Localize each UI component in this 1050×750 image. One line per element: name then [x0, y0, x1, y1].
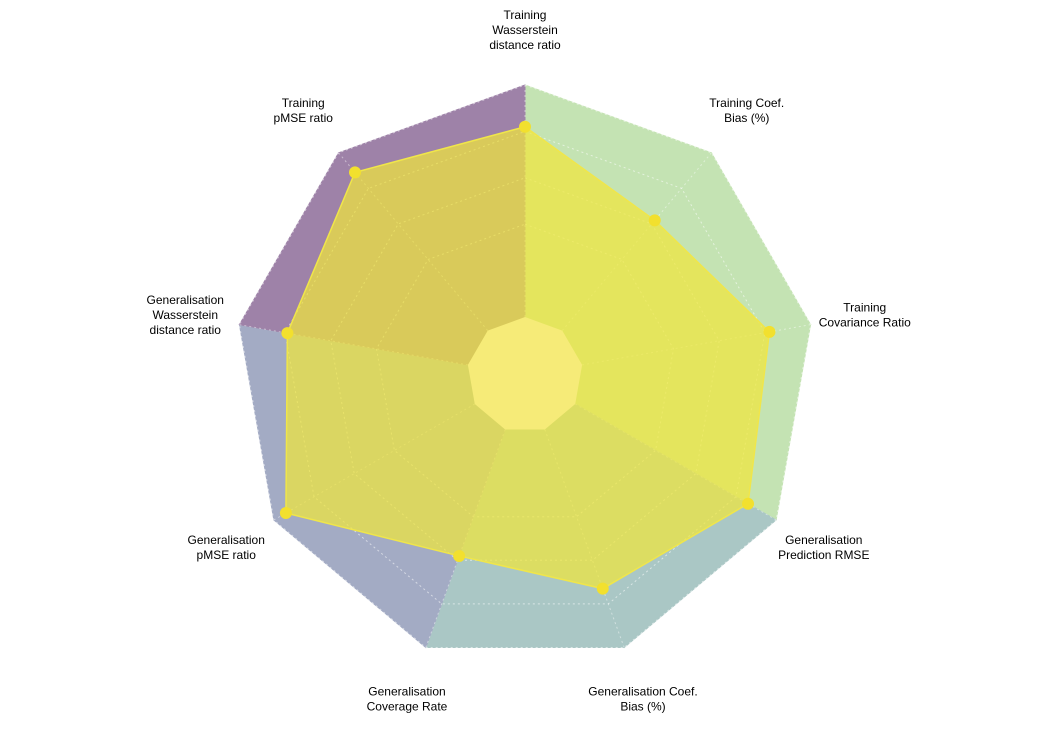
data-point — [348, 166, 361, 179]
axis-label-line: Training — [282, 96, 325, 110]
axis-label-line: Training — [843, 301, 886, 315]
axis-label-line: distance ratio — [150, 323, 222, 337]
axis-label-line: distance ratio — [489, 38, 561, 52]
axis-label: Training Coef. Bias (%) — [709, 96, 784, 125]
axis-label-line: Coverage Rate — [367, 700, 448, 714]
axis-label-line: Generalisation — [188, 533, 265, 547]
axis-label: Training Covariance Ratio — [819, 301, 911, 330]
data-point — [763, 325, 776, 338]
axis-label-line: Bias (%) — [724, 111, 769, 125]
axis-label-line: Prediction RMSE — [778, 548, 869, 562]
axis-label: Generalisation Wasserstein distance ratio — [147, 293, 224, 337]
data-point — [648, 214, 661, 227]
axis-label-line: Bias (%) — [620, 700, 665, 714]
axis-label: Generalisation pMSE ratio — [188, 533, 265, 562]
axis-label-line: Generalisation — [368, 685, 445, 699]
data-point — [281, 327, 294, 340]
axis-label: Generalisation Coverage Rate — [367, 685, 448, 714]
axis-label-line: Wasserstein — [152, 308, 218, 322]
axis-label-line: pMSE ratio — [197, 548, 257, 562]
axis-label-line: Training Coef. — [709, 96, 784, 110]
data-point — [519, 120, 531, 133]
axis-label-line: Generalisation — [147, 293, 224, 307]
data-point — [742, 497, 755, 510]
axis-label: Generalisation Prediction RMSE — [778, 533, 869, 562]
axis-label-line: Covariance Ratio — [819, 316, 911, 330]
data-point — [279, 507, 292, 520]
data-point — [453, 549, 466, 562]
axis-label-line: Generalisation Coef. — [588, 685, 697, 699]
axis-label-line: Training — [504, 8, 547, 22]
axis-label-line: Generalisation — [785, 533, 862, 547]
data-point — [596, 582, 609, 595]
axis-label: Training Wasserstein distance ratio — [489, 8, 561, 52]
axis-label-line: pMSE ratio — [274, 111, 334, 125]
axis-label: Generalisation Coef. Bias (%) — [588, 685, 697, 714]
axis-label-line: Wasserstein — [492, 23, 558, 37]
axis-label: Training pMSE ratio — [274, 96, 334, 125]
center-hole — [467, 317, 583, 430]
